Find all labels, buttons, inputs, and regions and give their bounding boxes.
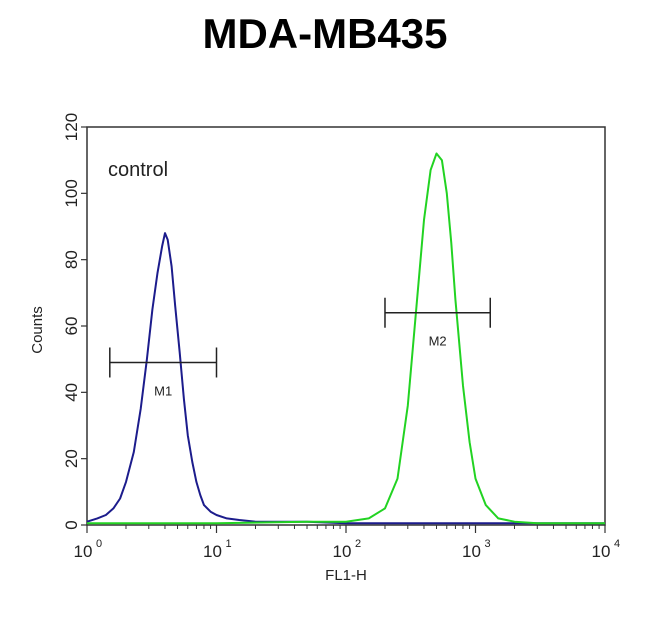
chart-title: MDA-MB435 xyxy=(202,10,447,57)
x-tick-exponent: 4 xyxy=(614,538,620,550)
y-tick-label: 120 xyxy=(62,113,81,141)
x-tick-exponent: 2 xyxy=(355,538,361,550)
marker-label: M2 xyxy=(429,334,447,349)
series-line-1 xyxy=(86,232,605,525)
x-tick-exponent: 0 xyxy=(96,538,102,550)
plot-frame xyxy=(86,126,606,526)
annotation-control: control xyxy=(108,159,168,181)
y-tick-label: 60 xyxy=(62,317,81,336)
y-tick-label: 40 xyxy=(62,383,81,402)
x-axis-label: FL1-H xyxy=(325,567,367,584)
x-tick-exponent: 1 xyxy=(226,538,232,550)
y-tick-label: 20 xyxy=(62,449,81,468)
y-axis-ticks: 0 20 40 60 80 100 120 xyxy=(62,113,87,530)
x-tick-label: 10 xyxy=(592,542,611,561)
y-tick-label: 80 xyxy=(62,250,81,269)
histogram-series xyxy=(86,152,605,525)
gate-markers: M1 M2 xyxy=(109,297,492,398)
marker-label: M1 xyxy=(154,383,172,398)
y-tick-label: 0 xyxy=(62,520,81,529)
x-axis-ticks: 10 0 10 1 10 2 10 3 10 4 xyxy=(74,525,620,561)
y-tick-label: 100 xyxy=(62,179,81,207)
x-tick-label: 10 xyxy=(203,542,222,561)
y-axis-label: Counts xyxy=(29,306,46,354)
x-tick-label: 10 xyxy=(462,542,481,561)
x-tick-exponent: 3 xyxy=(485,538,491,550)
x-tick-label: 10 xyxy=(74,542,93,561)
series-line-2 xyxy=(87,152,605,525)
x-tick-label: 10 xyxy=(333,542,352,561)
